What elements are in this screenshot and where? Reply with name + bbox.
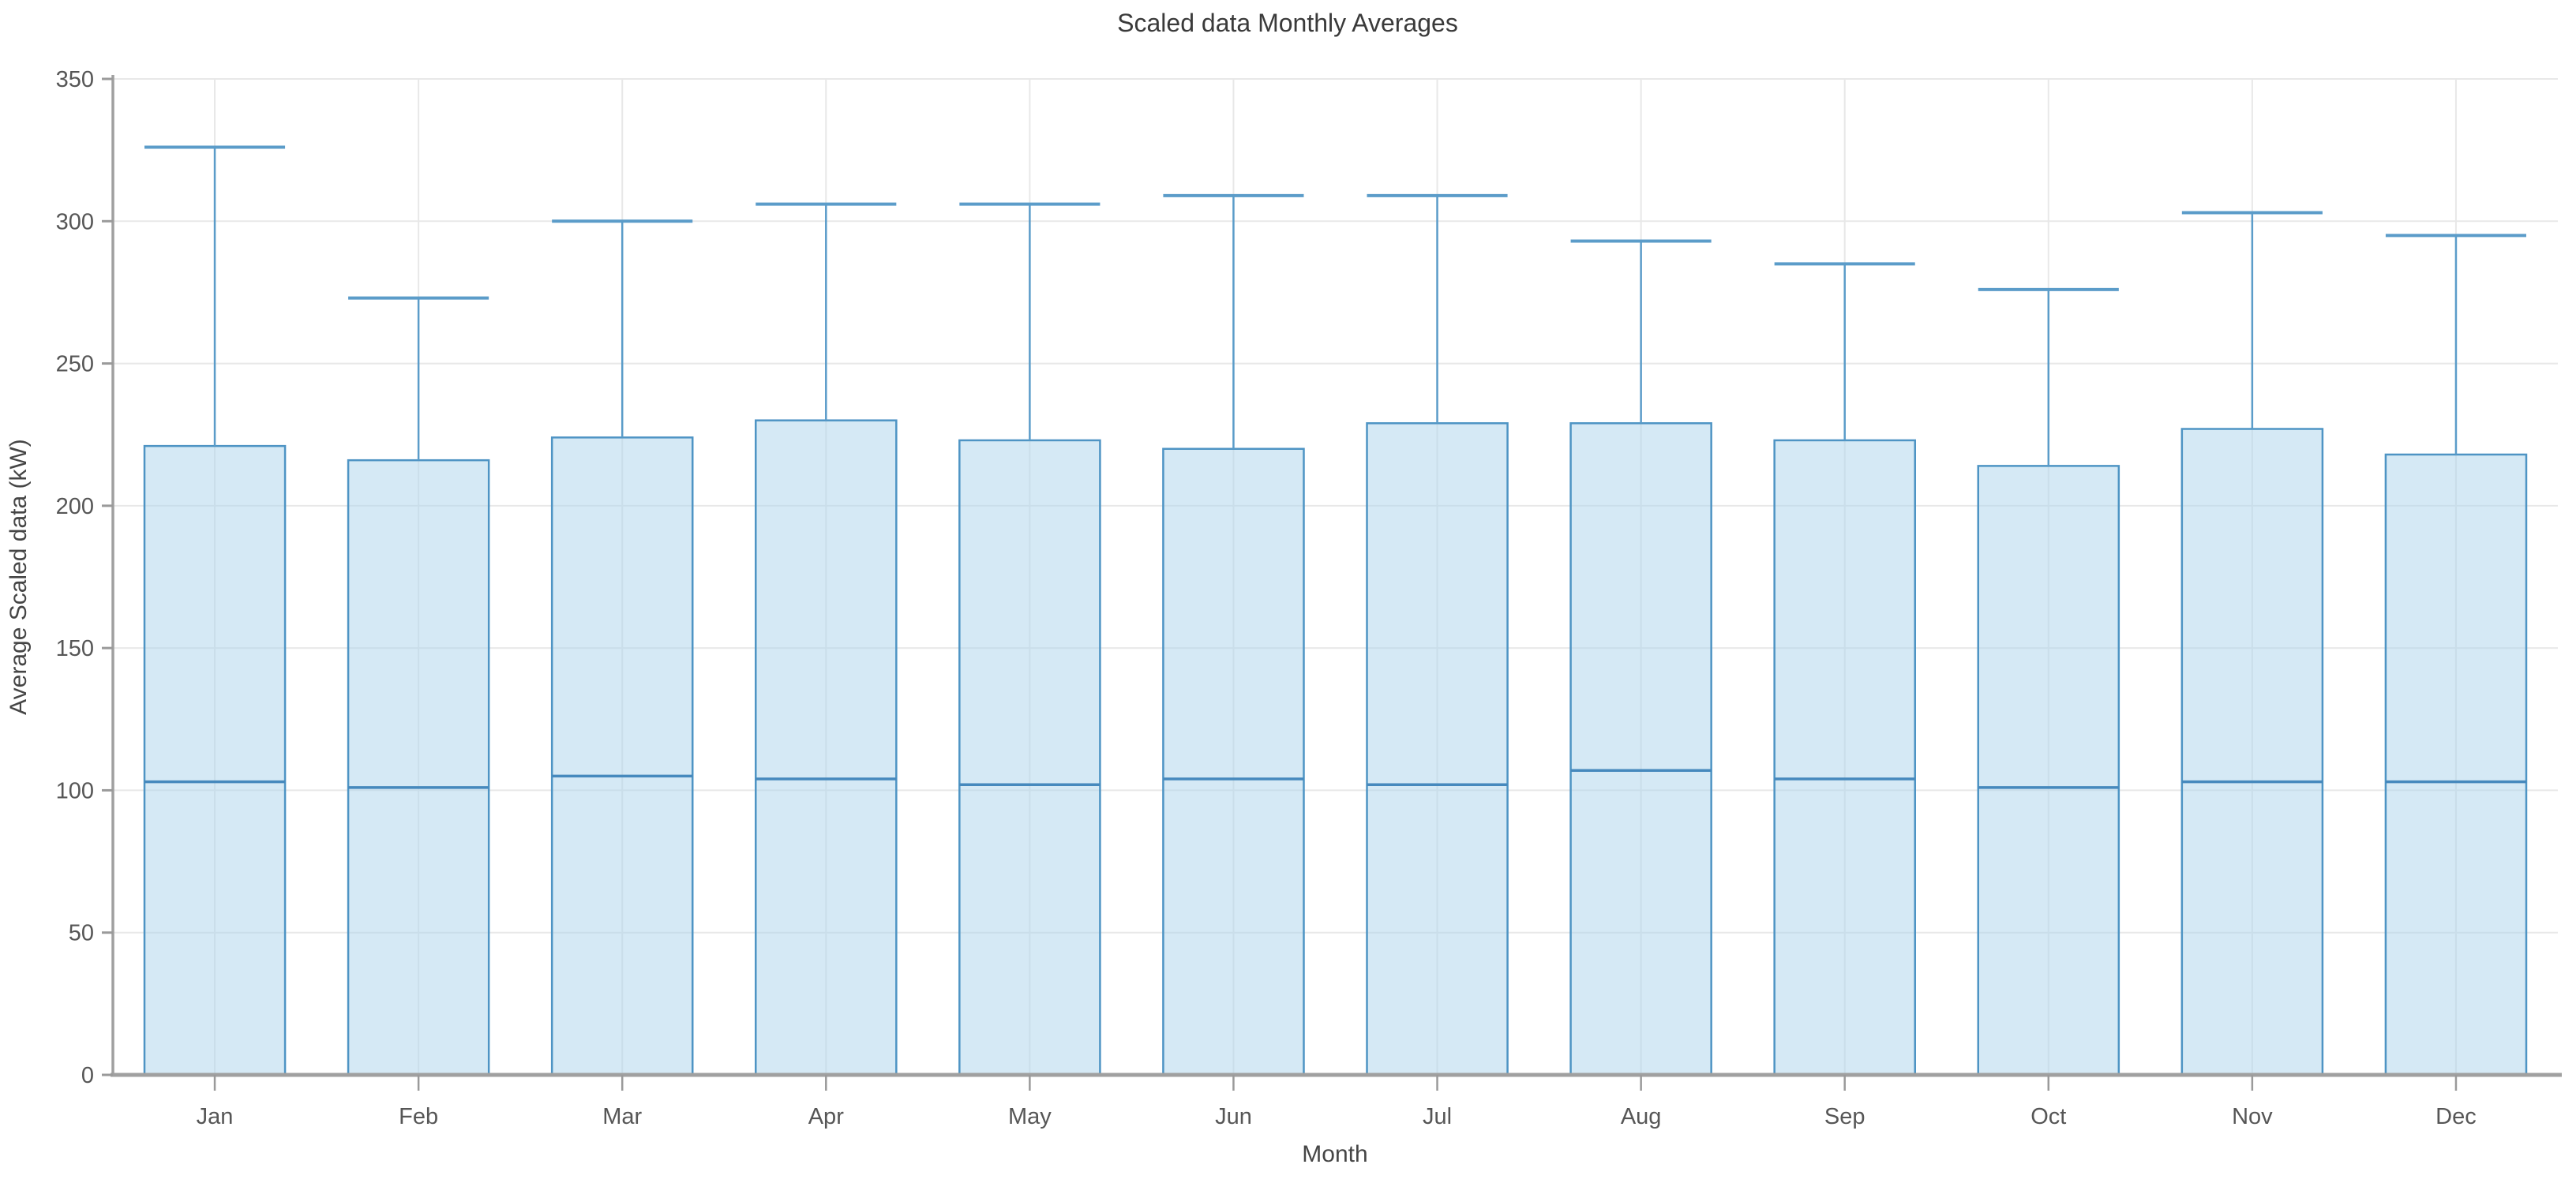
bar-group-jan [143, 145, 287, 1076]
x-tick-label: Mar [602, 1104, 642, 1129]
bar-group-apr [755, 202, 898, 1076]
x-tick-label: Feb [399, 1104, 438, 1129]
y-axis-label: Average Scaled data (kW) [6, 439, 32, 715]
bar-group-may [958, 202, 1101, 1076]
bar [347, 459, 490, 1076]
y-tick-label: 50 [69, 921, 94, 946]
bar [1569, 422, 1712, 1076]
bar [1977, 465, 2120, 1076]
y-tick-label: 100 [56, 778, 94, 803]
x-tick-label: Sep [1824, 1104, 1865, 1129]
bar [755, 419, 898, 1076]
axes-layer [102, 75, 2562, 1091]
x-tick-label: May [1008, 1104, 1052, 1129]
bar-group-feb [347, 296, 490, 1076]
x-tick-label: Nov [2232, 1104, 2273, 1129]
bar [2180, 428, 2324, 1076]
y-tick-label: 0 [81, 1063, 94, 1088]
bar-group-sep [1773, 262, 1916, 1076]
bar-group-oct [1977, 287, 2120, 1076]
bar [2384, 453, 2528, 1076]
bar-group-mar [550, 219, 694, 1076]
bar-group-nov [2180, 211, 2324, 1076]
bar [550, 436, 694, 1076]
tick-labels-layer: 0 50 100 150 200 250 300 350 Jan Feb Mar Apr May Jun J… [56, 67, 2477, 1129]
bar [1162, 447, 1305, 1076]
y-tick-label: 200 [56, 494, 94, 519]
x-tick-label: Aug [1621, 1104, 1662, 1129]
x-tick-label: Jan [197, 1104, 234, 1129]
x-axis-label: Month [1302, 1141, 1367, 1167]
x-tick-label: Jul [1423, 1104, 1452, 1129]
bar [958, 439, 1101, 1076]
x-tick-label: Dec [2435, 1104, 2477, 1129]
bar-group-jul [1366, 193, 1509, 1076]
bars-layer [143, 145, 2528, 1076]
bar [143, 444, 287, 1076]
bar-group-jun [1162, 193, 1305, 1076]
y-tick-label: 350 [56, 67, 94, 92]
x-tick-label: Apr [808, 1104, 844, 1129]
x-tick-label: Oct [2030, 1104, 2066, 1129]
bar-group-aug [1569, 239, 1712, 1076]
bar [1366, 422, 1509, 1076]
y-tick-label: 150 [56, 636, 94, 661]
x-tick-label: Jun [1215, 1104, 1252, 1129]
chart-title: Scaled data Monthly Averages [1117, 9, 1458, 37]
y-tick-label: 300 [56, 209, 94, 234]
y-tick-label: 250 [56, 352, 94, 377]
bar-group-dec [2384, 234, 2528, 1076]
bar [1773, 439, 1916, 1076]
